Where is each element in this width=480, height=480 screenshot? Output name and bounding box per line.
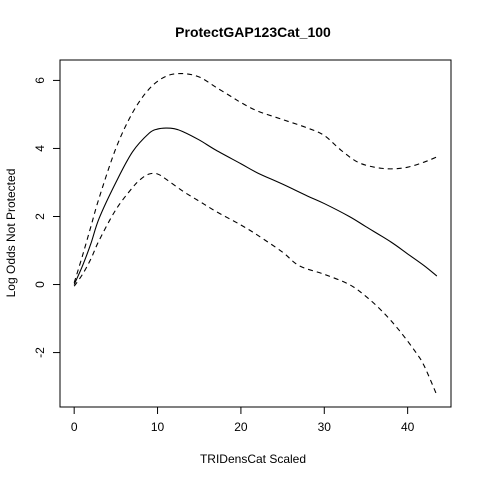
y-tick-label: 0	[33, 281, 47, 288]
lower-confidence-line	[73, 172, 438, 396]
y-tick-label: 6	[33, 77, 47, 84]
x-tick-label: 30	[318, 420, 332, 434]
x-tick-label: 10	[151, 420, 165, 434]
upper-confidence-line	[73, 73, 438, 283]
y-axis-label: Log Odds Not Protected	[4, 169, 18, 298]
series-group	[73, 73, 438, 396]
y-tick-label: 4	[33, 145, 47, 152]
y-axis: -2 0 2 4 6	[33, 77, 61, 358]
x-axis-label: TRIDensCat Scaled	[200, 452, 306, 466]
y-tick-label: 2	[33, 213, 47, 220]
plot-frame	[59, 59, 452, 408]
chart-title: ProtectGAP123Cat_100	[175, 24, 331, 40]
y-tick-label: -2	[33, 347, 47, 358]
fitted-line	[73, 127, 438, 285]
x-tick-label: 0	[71, 420, 78, 434]
x-tick-label: 20	[234, 420, 248, 434]
x-axis: 0 10 20 30 40	[71, 406, 415, 434]
x-tick-label: 40	[401, 420, 415, 434]
